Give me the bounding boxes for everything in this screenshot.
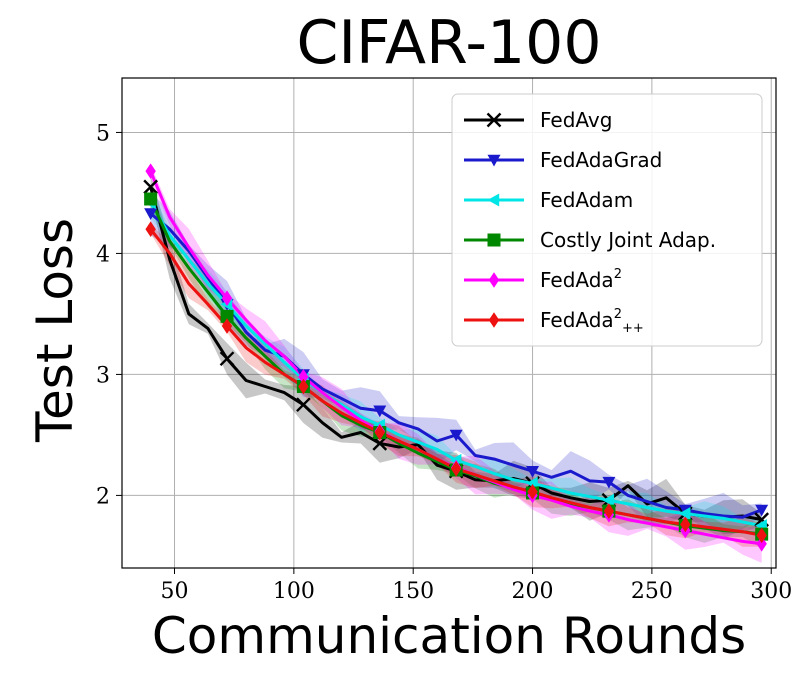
series-marker bbox=[144, 208, 158, 221]
series-marker bbox=[678, 507, 691, 521]
x-tick-label: 150 bbox=[392, 579, 434, 604]
legend-entry: FedAdam bbox=[464, 188, 633, 212]
y-tick-label: 3 bbox=[96, 363, 110, 388]
series-marker bbox=[220, 309, 234, 323]
plot-frame bbox=[121, 77, 777, 569]
legend-swatch-marker bbox=[487, 193, 500, 207]
legend-entry: FedAvg bbox=[464, 108, 612, 132]
legend-label: FedAdaGrad bbox=[540, 148, 662, 172]
x-tick-label: 200 bbox=[512, 579, 554, 604]
series-marker bbox=[755, 504, 769, 517]
series-marker bbox=[372, 436, 388, 451]
legend-label: FedAvg bbox=[540, 108, 612, 132]
series-marker bbox=[296, 397, 311, 413]
chart-title: CIFAR-100 bbox=[296, 8, 601, 78]
series-marker bbox=[526, 466, 540, 478]
x-tick-label: 300 bbox=[750, 579, 792, 604]
y-tick-label: 5 bbox=[96, 121, 110, 146]
error-band bbox=[150, 191, 762, 540]
x-tick-label: 50 bbox=[161, 579, 189, 604]
series-marker bbox=[449, 429, 463, 442]
series-marker bbox=[373, 405, 387, 418]
legend-label: FedAdam bbox=[540, 188, 633, 212]
series-marker bbox=[221, 290, 233, 306]
y-tick-label: 2 bbox=[96, 484, 110, 509]
series-marker bbox=[144, 192, 158, 206]
legend-box bbox=[451, 93, 763, 347]
x-tick-label: 250 bbox=[631, 579, 673, 604]
legend: FedAvg FedAdaGrad FedAdam Costly Joint Adap… bbox=[451, 93, 763, 347]
legend-swatch-marker bbox=[488, 272, 500, 288]
legend-label: FedAda2 bbox=[540, 267, 622, 292]
series-marker bbox=[145, 163, 156, 179]
x-axis-label: Communication Rounds bbox=[152, 607, 746, 665]
legend-swatch-marker bbox=[487, 154, 501, 167]
legend-entry: FedAdaGrad bbox=[464, 148, 662, 172]
series-marker bbox=[756, 527, 767, 544]
series-marker bbox=[680, 516, 691, 533]
series-marker bbox=[219, 351, 235, 367]
axis-ticks: 50 100 150 200 250 300 2 3 4 5 bbox=[96, 121, 792, 604]
series-marker bbox=[602, 493, 615, 507]
legend-entry: Costly Joint Adap. bbox=[464, 228, 716, 252]
series-marker bbox=[602, 476, 616, 489]
series-marker bbox=[143, 179, 158, 195]
series-marker bbox=[374, 424, 385, 441]
error-band bbox=[150, 225, 762, 547]
legend-swatch-marker bbox=[486, 112, 502, 128]
series-marker bbox=[603, 503, 615, 519]
series-marker bbox=[527, 483, 538, 500]
y-axis-label: Test Loss bbox=[26, 218, 84, 443]
series-markers bbox=[143, 163, 770, 552]
series-marker bbox=[450, 460, 462, 477]
error-band bbox=[150, 164, 762, 563]
y-tick-label: 4 bbox=[96, 242, 110, 267]
legend-swatch-marker bbox=[487, 233, 501, 247]
series-marker bbox=[756, 536, 767, 552]
legend-entry: FedAda2 bbox=[464, 267, 622, 292]
legend-label: Costly Joint Adap. bbox=[540, 228, 716, 252]
series-marker bbox=[298, 378, 309, 395]
x-tick-label: 100 bbox=[273, 579, 315, 604]
legend-swatch-marker bbox=[488, 312, 500, 328]
series-marker bbox=[145, 221, 156, 238]
series-marker bbox=[221, 318, 233, 334]
series-marker bbox=[298, 369, 309, 385]
